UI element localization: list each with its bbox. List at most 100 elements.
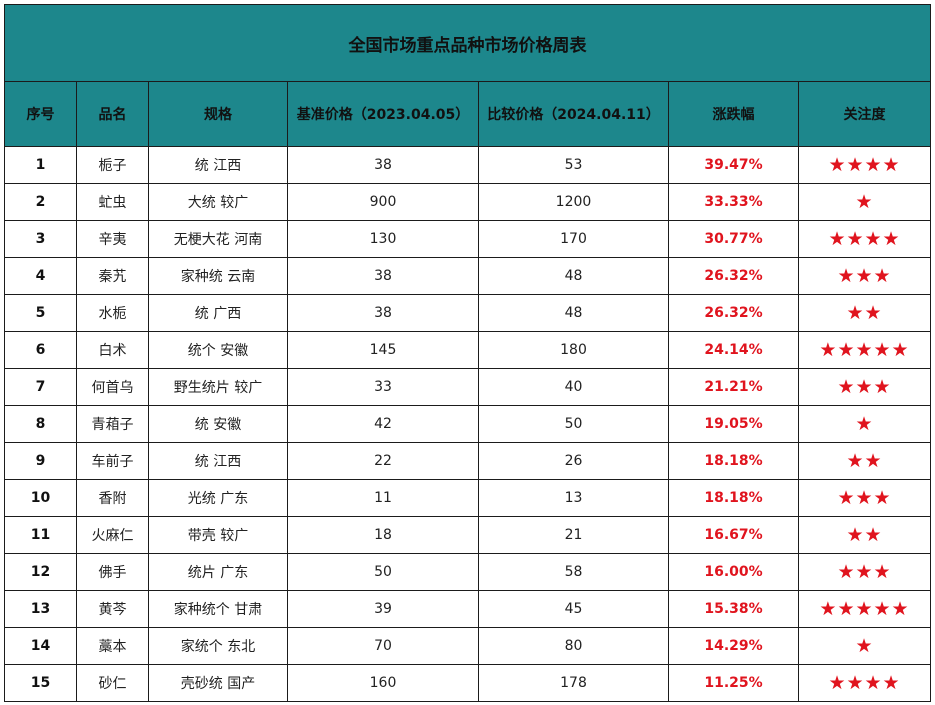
row-change: 16.00%: [668, 553, 799, 591]
row-compare-price: 13: [478, 479, 669, 517]
row-spec: 壳砂统 国产: [148, 664, 288, 702]
row-spec: 统个 安徽: [148, 331, 288, 369]
row-base-price: 900: [287, 183, 479, 221]
row-compare-price: 21: [478, 516, 669, 554]
header-row: 序号 品名 规格 基准价格（2023.04.05） 比较价格（2024.04.1…: [4, 81, 932, 147]
table-body: 1 栀子统 江西 38 53 39.47% ★★★★ 2 虻虫 大统 较广 900 1200 33.3…: [4, 146, 932, 702]
row-attention-stars: ★: [797, 405, 932, 443]
row-index: 1: [4, 146, 77, 184]
row-index: 2: [4, 183, 77, 221]
row-change: 39.47%: [668, 146, 799, 184]
row-compare-price: 26: [478, 442, 669, 480]
row-base-price: 130: [287, 220, 479, 258]
row-name: 砂仁: [76, 664, 149, 702]
row-base-price: 38: [287, 294, 479, 332]
row-index: 15: [4, 664, 77, 702]
title-row: 全国市场重点品种市场价格周表: [3, 4, 932, 82]
row-attention-stars: ★★★★: [797, 664, 932, 702]
table-title: 全国市场重点品种市场价格周表: [3, 4, 932, 82]
row-attention-stars: ★★★: [797, 479, 932, 517]
row-compare-price: 50: [478, 405, 669, 443]
row-compare-price: 45: [478, 590, 669, 628]
row-spec: 大统 较广: [148, 183, 288, 221]
table-row: 4 秦艽 家种统 云南 38 48 26.32% ★★★: [4, 257, 932, 295]
row-name: 虻虫: [76, 183, 149, 221]
row-change: 11.25%: [668, 664, 799, 702]
table-row: 10 香附 光统 广东 11 13 18.18% ★★★: [4, 479, 932, 517]
row-index: 10: [4, 479, 77, 517]
table-row: 1 栀子统 江西 38 53 39.47% ★★★★: [4, 146, 932, 184]
row-change: 14.29%: [668, 627, 799, 665]
row-name: 秦艽: [76, 257, 149, 295]
price-table: 全国市场重点品种市场价格周表 序号 品名 规格 基准价格（2023.04.05）…: [3, 4, 932, 702]
table-row: 15 砂仁 壳砂统 国产 160 178 11.25% ★★★★: [4, 664, 932, 702]
row-base-price: 145: [287, 331, 479, 369]
table-row: 7 何首乌 野生统片 较广 33 40 21.21% ★★★: [4, 368, 932, 406]
row-compare-price: 178: [478, 664, 669, 702]
row-spec: 统 安徽: [148, 405, 288, 443]
row-base-price: 38: [287, 257, 479, 295]
row-attention-stars: ★★★: [797, 368, 932, 406]
table-row: 2 虻虫 大统 较广 900 1200 33.33% ★: [4, 183, 932, 221]
row-index: 6: [4, 331, 77, 369]
row-index: 8: [4, 405, 77, 443]
row-base-price: 11: [287, 479, 479, 517]
header-compare-price: 比较价格（2024.04.11）: [478, 81, 669, 147]
row-spec: 野生统片 较广: [148, 368, 288, 406]
header-name: 品名: [76, 81, 149, 147]
row-change: 19.05%: [668, 405, 799, 443]
row-spec: 统 江西: [148, 442, 288, 480]
row-base-price: 160: [287, 664, 479, 702]
row-change: 33.33%: [668, 183, 799, 221]
row-change: 18.18%: [668, 442, 799, 480]
table-row: 14 藁本 家统个 东北 70 80 14.29% ★: [4, 627, 932, 665]
row-base-price: 33: [287, 368, 479, 406]
header-base-price: 基准价格（2023.04.05）: [287, 81, 479, 147]
row-name: 栀子: [76, 146, 149, 184]
row-name: 车前子: [76, 442, 149, 480]
row-attention-stars: ★★★: [797, 553, 932, 591]
row-attention-stars: ★★: [797, 294, 932, 332]
row-attention-stars: ★: [797, 183, 932, 221]
row-index: 11: [4, 516, 77, 554]
row-index: 14: [4, 627, 77, 665]
row-compare-price: 48: [478, 294, 669, 332]
row-spec: 无梗大花 河南: [148, 220, 288, 258]
header-index: 序号: [4, 81, 77, 147]
row-attention-stars: ★★: [797, 442, 932, 480]
row-attention-stars: ★★★★: [797, 146, 932, 184]
row-attention-stars: ★★★★★: [797, 590, 932, 628]
row-change: 21.21%: [668, 368, 799, 406]
row-change: 26.32%: [668, 257, 799, 295]
row-index: 7: [4, 368, 77, 406]
row-compare-price: 170: [478, 220, 669, 258]
row-base-price: 18: [287, 516, 479, 554]
table-row: 8 青葙子统 安徽 42 50 19.05% ★: [4, 405, 932, 443]
table-row: 5 水栀统 广西 38 48 26.32% ★★: [4, 294, 932, 332]
table-row: 3 辛夷 无梗大花 河南 130 170 30.77% ★★★★: [4, 220, 932, 258]
table-row: 9 车前子统 江西 22 26 18.18% ★★: [4, 442, 932, 480]
row-compare-price: 40: [478, 368, 669, 406]
row-spec: 家种统 云南: [148, 257, 288, 295]
row-base-price: 22: [287, 442, 479, 480]
row-name: 藁本: [76, 627, 149, 665]
row-name: 何首乌: [76, 368, 149, 406]
row-spec: 光统 广东: [148, 479, 288, 517]
header-attention: 关注度: [797, 81, 932, 147]
row-index: 9: [4, 442, 77, 480]
row-base-price: 39: [287, 590, 479, 628]
table-row: 11 火麻仁 带壳 较广 18 21 16.67% ★★: [4, 516, 932, 554]
row-compare-price: 1200: [478, 183, 669, 221]
row-change: 15.38%: [668, 590, 799, 628]
row-change: 16.67%: [668, 516, 799, 554]
row-name: 青葙子: [76, 405, 149, 443]
header-spec: 规格: [148, 81, 288, 147]
row-spec: 统 江西: [148, 146, 288, 184]
row-index: 5: [4, 294, 77, 332]
row-base-price: 50: [287, 553, 479, 591]
row-index: 3: [4, 220, 77, 258]
row-change: 26.32%: [668, 294, 799, 332]
row-spec: 带壳 较广: [148, 516, 288, 554]
row-base-price: 70: [287, 627, 479, 665]
row-base-price: 42: [287, 405, 479, 443]
